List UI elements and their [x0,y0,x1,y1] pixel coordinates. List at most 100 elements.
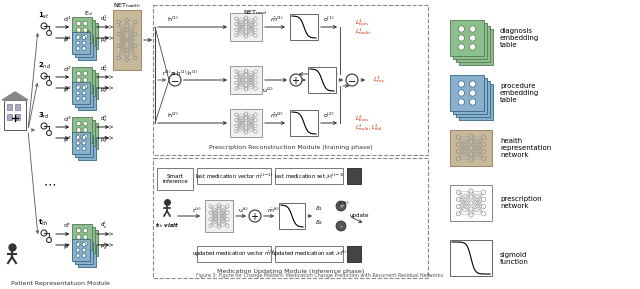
Bar [75,20,95,46]
Circle shape [76,141,80,145]
Bar [347,168,361,184]
Text: t$_{th}$ visit: t$_{th}$ visit [155,222,179,230]
Circle shape [244,112,248,115]
Text: p$^{t}$: p$^{t}$ [63,242,71,252]
Circle shape [254,87,257,90]
Bar [4,100,26,130]
Text: NET$_{health}$: NET$_{health}$ [113,1,141,10]
Circle shape [254,28,257,32]
Bar [78,38,96,60]
Text: d$_e^{t}$: d$_e^{t}$ [100,221,108,231]
Text: L$^1_{rec}$: L$^1_{rec}$ [373,75,385,86]
Text: r$^{(2)}$$\equiv$h$^{(2)}$-h$^{(1)}$: r$^{(2)}$$\equiv$h$^{(2)}$-h$^{(1)}$ [162,68,198,78]
Bar [230,109,262,137]
Circle shape [254,75,257,79]
Circle shape [41,230,47,236]
Circle shape [470,81,476,87]
Text: L$^2_{multi}$, L$^2_{ddi}$: L$^2_{multi}$, L$^2_{ddi}$ [355,123,383,134]
Bar [75,227,95,253]
Bar [78,245,96,267]
Text: d$^{t}$: d$^{t}$ [63,222,71,230]
Text: h$^{(2)}$: h$^{(2)}$ [167,110,179,120]
Circle shape [82,91,86,95]
Circle shape [76,242,80,247]
Bar [456,81,490,117]
Bar [157,168,193,190]
Bar [72,224,92,250]
Circle shape [254,118,257,122]
Bar [205,200,233,232]
Circle shape [290,74,302,86]
Text: last medication set $\mathcal{M}^{(t-1)}$: last medication set $\mathcal{M}^{(t-1)}… [273,171,344,181]
Circle shape [83,121,88,126]
Circle shape [76,228,81,233]
Circle shape [226,211,229,214]
Text: Medication Updating Module (inference phase): Medication Updating Module (inference ph… [217,268,364,273]
Circle shape [469,213,473,217]
Bar [7,104,12,110]
Circle shape [469,158,473,162]
Text: 3$_{rd}$: 3$_{rd}$ [38,111,50,121]
Circle shape [458,44,465,50]
Bar [453,23,487,59]
Circle shape [134,20,137,24]
Circle shape [254,130,257,133]
Circle shape [82,86,86,89]
Circle shape [76,136,80,139]
Bar [72,67,92,93]
Circle shape [244,30,248,33]
Text: $-$: $-$ [170,75,180,85]
Text: o$^{(1)}$: o$^{(1)}$ [323,14,335,24]
Text: $\delta_2$: $\delta_2$ [315,218,323,227]
Text: E$_d$: E$_d$ [84,10,92,18]
Bar [15,104,20,110]
Circle shape [235,118,238,122]
Bar [72,32,90,54]
Text: d$^{1}$: d$^{1}$ [63,14,71,24]
Text: L$^1_{multi}$: L$^1_{multi}$ [355,27,372,37]
Text: p$_e^{1}$: p$_e^{1}$ [100,35,108,45]
Bar [197,168,271,184]
Circle shape [134,44,137,48]
Text: health
representation
network: health representation network [500,138,551,158]
Circle shape [83,84,88,89]
Circle shape [82,47,86,50]
Circle shape [41,23,47,29]
Circle shape [83,241,88,246]
Circle shape [226,205,229,208]
Circle shape [82,141,86,145]
Bar [153,158,428,278]
Circle shape [218,214,221,218]
Circle shape [481,135,486,139]
Text: L$^2_{bce}$,: L$^2_{bce}$, [355,114,370,124]
Circle shape [458,81,465,87]
Circle shape [125,58,129,62]
Text: -: - [340,223,342,229]
Bar [459,84,493,120]
Circle shape [82,41,86,45]
Circle shape [83,28,88,32]
Circle shape [235,124,238,127]
Text: p$^{2}$: p$^{2}$ [63,85,71,95]
Circle shape [76,78,81,82]
Bar [72,82,90,104]
Circle shape [469,195,473,199]
Text: $\delta_1$: $\delta_1$ [315,205,323,214]
Circle shape [254,124,257,127]
Text: update: update [349,214,369,218]
Circle shape [83,134,88,139]
Text: Patient Representatuon Module: Patient Representatuon Module [11,281,109,286]
Circle shape [456,204,461,209]
Circle shape [244,25,248,29]
Circle shape [244,35,248,38]
Bar [75,85,93,107]
Circle shape [244,126,248,129]
Circle shape [83,34,88,39]
Circle shape [76,241,81,246]
Bar [290,14,318,40]
Circle shape [336,221,346,231]
Circle shape [254,81,257,84]
Bar [75,242,93,264]
Text: 1$_{st}$: 1$_{st}$ [38,11,49,21]
Bar [290,110,318,136]
